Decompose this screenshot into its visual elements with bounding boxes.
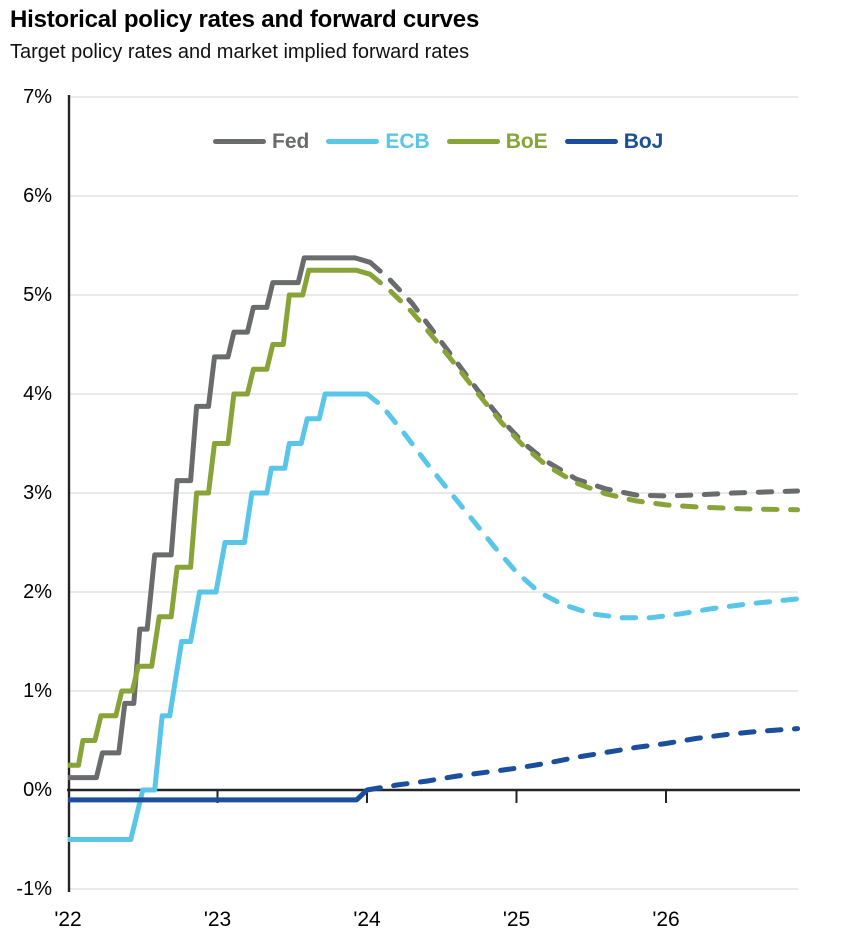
y-axis-label-2%: 2%	[23, 581, 52, 603]
series-ecb-forward	[364, 391, 801, 621]
y-axis-label-1%: 1%	[23, 680, 52, 702]
legend-label-boj: BoJ	[623, 130, 664, 153]
x-axis-label-25: '25	[502, 908, 531, 931]
legend-label-ecb: ECB	[385, 130, 430, 153]
series-ecb-historical	[68, 391, 367, 842]
y-axis-label-7%: 7%	[23, 86, 52, 108]
legend-item-boe: BoE	[446, 130, 548, 153]
y-axis-label--1%: -1%	[16, 878, 52, 900]
y-axis-label-3%: 3%	[23, 482, 52, 504]
legend-label-fed: Fed	[272, 130, 310, 153]
series-boe-forward	[367, 271, 801, 513]
y-axis-label-0%: 0%	[23, 779, 52, 801]
y-axis-label-6%: 6%	[23, 185, 52, 207]
series-boe-historical	[68, 267, 371, 768]
y-axis-label-4%: 4%	[23, 383, 52, 405]
y-axis-label-5%: 5%	[23, 284, 52, 306]
legend-item-fed: Fed	[213, 131, 309, 152]
series-fed-forward	[367, 259, 801, 499]
x-axis-label-24: '24	[353, 908, 381, 931]
series-boj-forward	[364, 726, 801, 793]
legend-label-boe: BoE	[505, 130, 548, 153]
series-boj-historical	[68, 788, 369, 803]
boj-line-swatch	[564, 138, 618, 145]
series-fed-historical	[68, 255, 371, 781]
chart-subtitle: Target policy rates and market implied f…	[10, 41, 470, 63]
x-axis-label-23: '23	[203, 908, 232, 931]
ecb-line-swatch	[326, 138, 380, 145]
chart-legend: Fed ECB BoE BoJ	[213, 131, 663, 152]
chart-title: Historical policy rates and forward curv…	[10, 6, 480, 33]
fed-line-swatch	[213, 138, 266, 145]
legend-item-boj: BoJ	[564, 130, 664, 153]
legend-item-ecb: ECB	[326, 130, 430, 153]
boe-line-swatch	[446, 138, 500, 145]
x-axis-label-26: '26	[652, 908, 680, 931]
x-axis-label-22: '22	[54, 908, 82, 931]
